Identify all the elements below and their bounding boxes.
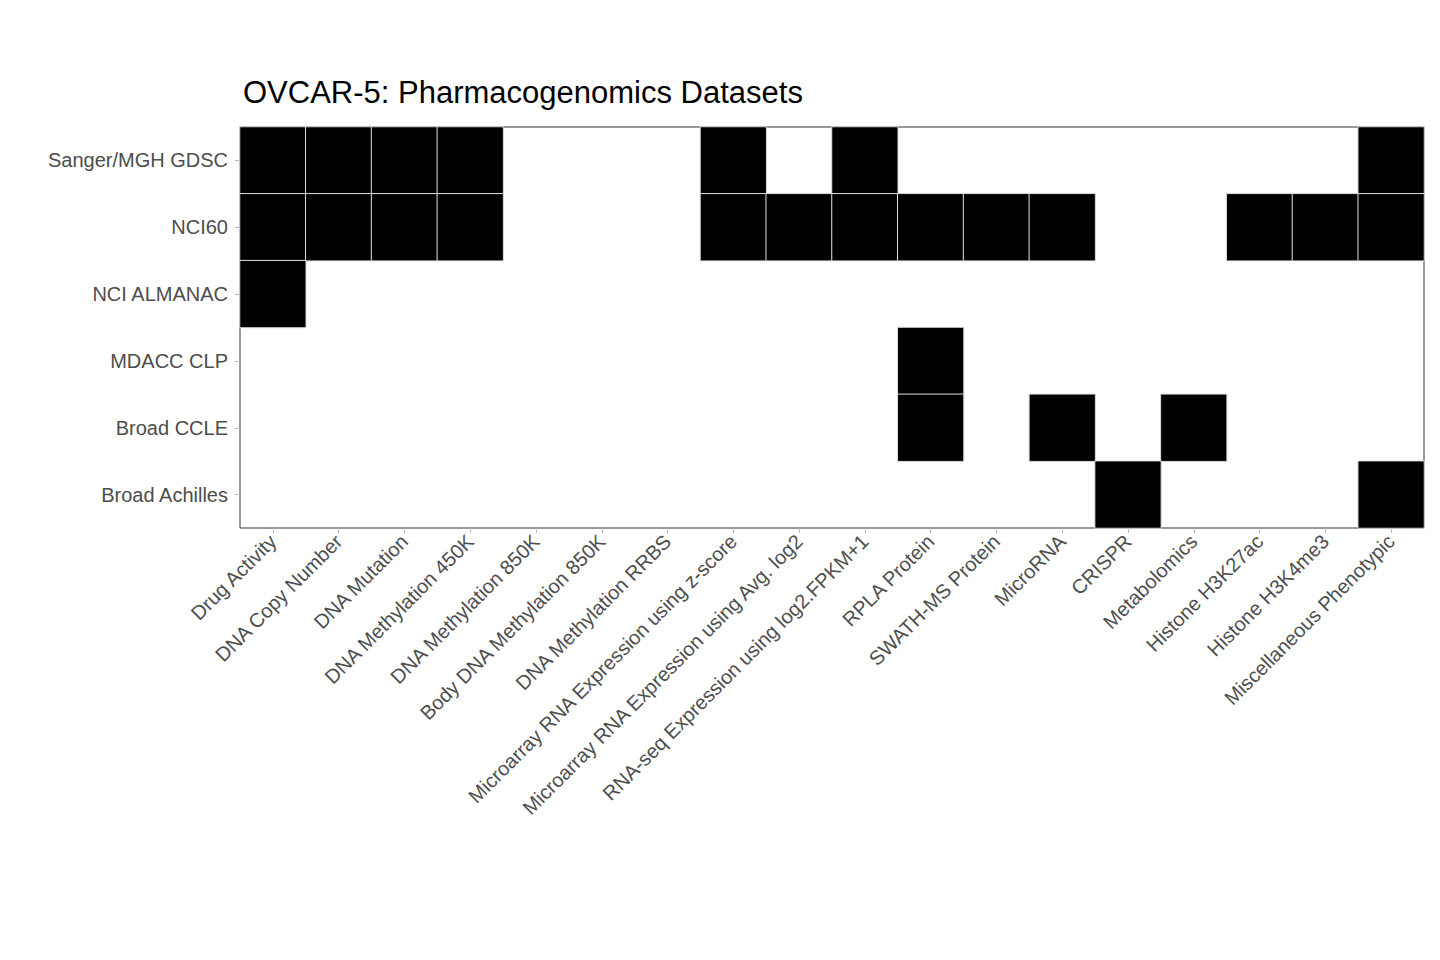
svg-text:DNA Methylation 450K: DNA Methylation 450K	[320, 530, 478, 688]
svg-text:NCI ALMANAC: NCI ALMANAC	[92, 283, 228, 305]
svg-text:Microarray RNA Expression usin: Microarray RNA Expression using Avg. log…	[518, 530, 807, 819]
svg-text:RPLA Protein: RPLA Protein	[838, 530, 939, 631]
svg-text:DNA Copy Number: DNA Copy Number	[211, 530, 347, 666]
svg-text:Histone H3K27ac: Histone H3K27ac	[1142, 530, 1268, 656]
svg-text:MDACC CLP: MDACC CLP	[110, 350, 228, 372]
svg-text:DNA Methylation 850K: DNA Methylation 850K	[386, 530, 544, 688]
svg-text:Body DNA Methylation 850K: Body DNA Methylation 850K	[415, 530, 610, 725]
svg-text:RNA-seq Expression using log2.: RNA-seq Expression using log2.FPKM+1	[598, 530, 872, 804]
svg-text:DNA Mutation: DNA Mutation	[309, 530, 413, 633]
svg-text:MicroRNA: MicroRNA	[990, 530, 1070, 610]
svg-text:Miscellaneous Phenotypic: Miscellaneous Phenotypic	[1220, 530, 1399, 709]
svg-text:DNA Methylation RRBS: DNA Methylation RRBS	[511, 530, 676, 695]
svg-text:OVCAR-5: Pharmacogenomics Data: OVCAR-5: Pharmacogenomics Datasets	[243, 75, 803, 110]
svg-text:Histone H3K4me3: Histone H3K4me3	[1203, 530, 1333, 660]
svg-text:Broad Achilles: Broad Achilles	[101, 484, 228, 506]
svg-text:Broad CCLE: Broad CCLE	[116, 417, 228, 439]
svg-text:NCI60: NCI60	[171, 216, 228, 238]
svg-text:SWATH-MS Protein: SWATH-MS Protein	[865, 530, 1005, 670]
svg-text:CRISPR: CRISPR	[1067, 530, 1136, 599]
svg-text:Drug Activity: Drug Activity	[186, 530, 281, 625]
svg-text:Microarray RNA Expression usin: Microarray RNA Expression using z-score	[464, 530, 741, 807]
svg-text:Sanger/MGH GDSC: Sanger/MGH GDSC	[48, 149, 228, 171]
svg-text:Metabolomics: Metabolomics	[1098, 530, 1202, 633]
